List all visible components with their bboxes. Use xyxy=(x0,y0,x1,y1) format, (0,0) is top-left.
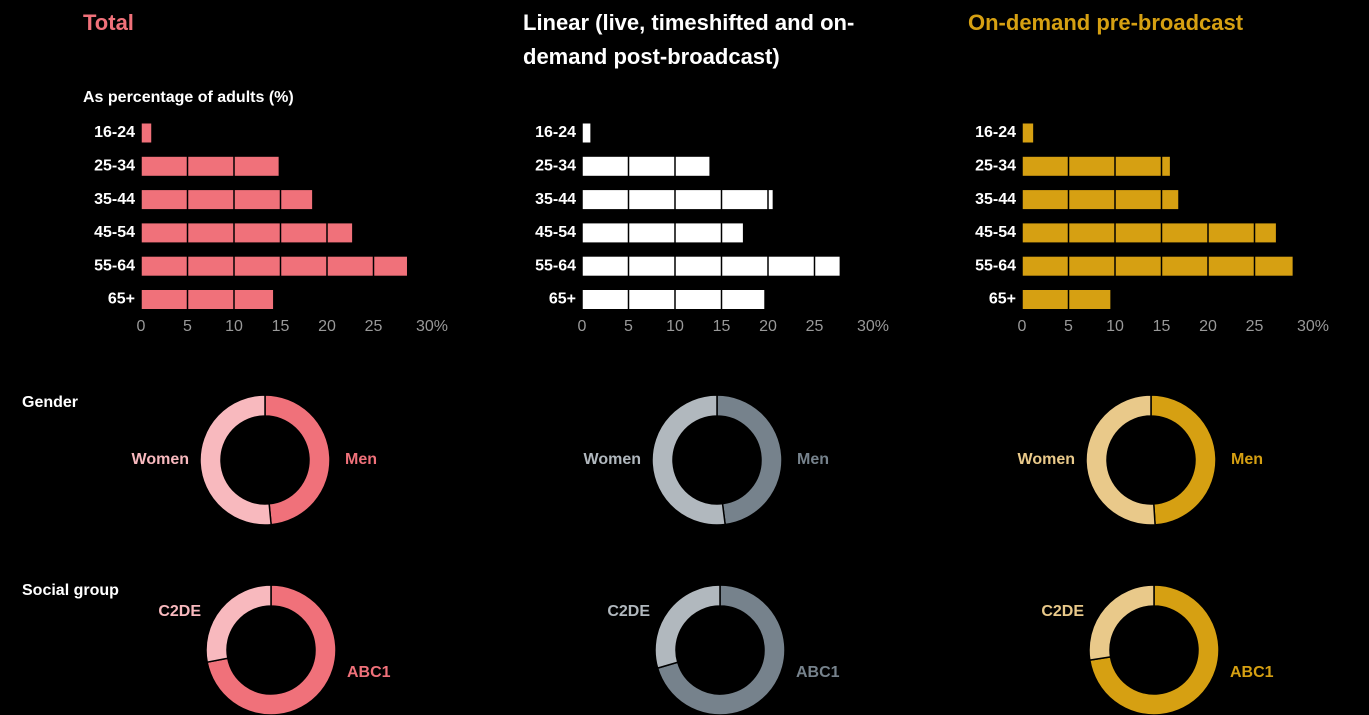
x-tick-label: 10 xyxy=(666,318,684,335)
category-label: 25-34 xyxy=(975,158,1016,175)
category-label: 16-24 xyxy=(535,124,576,141)
bar xyxy=(141,190,313,210)
bar xyxy=(1022,256,1293,276)
subtitle: As percentage of adults (%) xyxy=(83,89,294,106)
segment-label: Women xyxy=(584,451,641,468)
x-tick-label: 5 xyxy=(1064,318,1073,335)
bar xyxy=(141,290,274,309)
category-label: 16-24 xyxy=(975,124,1016,141)
category-label: 35-44 xyxy=(94,191,135,208)
category-label: 45-54 xyxy=(975,224,1016,241)
category-label: 65+ xyxy=(108,291,135,308)
category-label: 35-44 xyxy=(975,191,1016,208)
category-label: 45-54 xyxy=(94,224,135,241)
category-label: 25-34 xyxy=(535,158,576,175)
bar xyxy=(1022,290,1111,309)
row-label: Gender xyxy=(22,394,78,411)
category-label: 55-64 xyxy=(94,257,135,274)
segment-label: C2DE xyxy=(1041,603,1084,620)
x-tick-label: 20 xyxy=(1199,318,1217,335)
donut-segment xyxy=(1150,394,1217,526)
donut-segment xyxy=(199,394,272,526)
x-tick-label: 5 xyxy=(624,318,633,335)
bar xyxy=(1022,123,1034,143)
x-tick-label: 30% xyxy=(1297,318,1329,335)
segment-label: Men xyxy=(797,451,829,468)
donut-segment xyxy=(654,584,721,670)
bar xyxy=(582,123,591,143)
x-tick-label: 25 xyxy=(806,318,824,335)
panel-title: Linear (live, timeshifted and on-demand … xyxy=(523,10,855,69)
segment-label: Men xyxy=(1231,451,1263,468)
category-label: 16-24 xyxy=(94,124,135,141)
donut-segment xyxy=(1088,584,1155,662)
x-tick-label: 15 xyxy=(1153,318,1171,335)
bar xyxy=(1022,190,1179,210)
bar xyxy=(141,256,407,276)
x-tick-label: 10 xyxy=(1106,318,1124,335)
x-tick-label: 5 xyxy=(183,318,192,335)
x-tick-label: 25 xyxy=(365,318,383,335)
x-tick-label: 30% xyxy=(857,318,889,335)
segment-label: ABC1 xyxy=(1230,664,1274,681)
x-tick-label: 10 xyxy=(225,318,243,335)
x-tick-label: 15 xyxy=(713,318,731,335)
donut-segment xyxy=(656,584,786,715)
segment-label: C2DE xyxy=(607,603,650,620)
donut-segment xyxy=(206,584,337,715)
category-label: 45-54 xyxy=(535,224,576,241)
bar xyxy=(582,190,773,210)
segment-label: C2DE xyxy=(158,603,201,620)
bar xyxy=(141,123,152,143)
panel-title: Total xyxy=(83,10,134,35)
donut-segment xyxy=(1088,584,1220,715)
bar xyxy=(582,223,743,243)
segment-label: Men xyxy=(345,451,377,468)
segment-label: ABC1 xyxy=(796,664,840,681)
bar xyxy=(582,156,710,176)
segment-label: Women xyxy=(1018,451,1075,468)
donut-segment xyxy=(651,394,726,526)
bar xyxy=(582,256,840,276)
donut-segment xyxy=(716,394,783,526)
category-label: 65+ xyxy=(989,291,1016,308)
x-tick-label: 20 xyxy=(759,318,777,335)
bar xyxy=(1022,156,1170,176)
bar xyxy=(141,223,353,243)
x-tick-label: 20 xyxy=(318,318,336,335)
x-tick-label: 0 xyxy=(137,318,146,335)
category-label: 55-64 xyxy=(975,257,1016,274)
x-tick-label: 15 xyxy=(272,318,290,335)
panel-title: On-demand pre-broadcast xyxy=(968,10,1244,35)
x-tick-label: 25 xyxy=(1246,318,1264,335)
category-label: 55-64 xyxy=(535,257,576,274)
bar xyxy=(1022,223,1276,243)
donut-segment xyxy=(1085,394,1156,526)
bar xyxy=(582,290,765,309)
segment-label: Women xyxy=(132,451,189,468)
donut-segment xyxy=(205,584,272,664)
category-label: 35-44 xyxy=(535,191,576,208)
category-label: 25-34 xyxy=(94,158,135,175)
x-tick-label: 30% xyxy=(416,318,448,335)
x-tick-label: 0 xyxy=(1018,318,1027,335)
category-label: 65+ xyxy=(549,291,576,308)
segment-label: ABC1 xyxy=(347,664,391,681)
x-tick-label: 0 xyxy=(578,318,587,335)
bar xyxy=(141,156,279,176)
donut-segment xyxy=(264,394,331,526)
row-label: Social group xyxy=(22,582,119,599)
